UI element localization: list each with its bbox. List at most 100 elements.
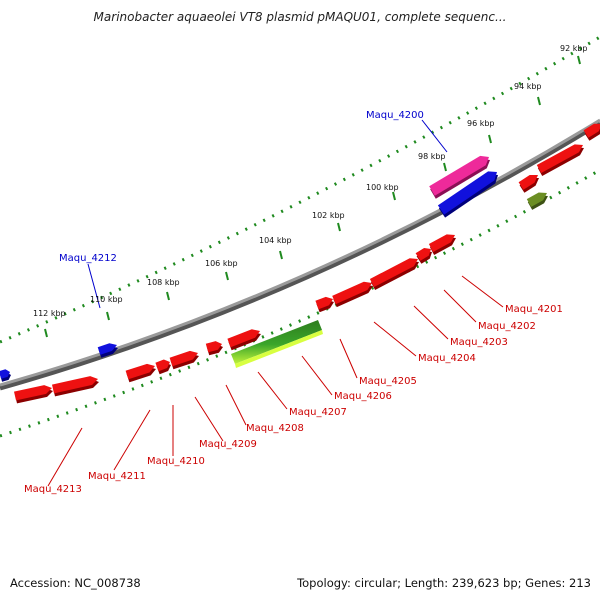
gene-maqu-4203[interactable] xyxy=(332,281,373,308)
backbone-line xyxy=(0,118,600,387)
gene-maqu-4201a[interactable] xyxy=(415,248,432,264)
callout-line xyxy=(257,371,288,410)
gene-right-2[interactable] xyxy=(536,144,584,176)
callout-maqu-4213[interactable]: Maqu_4213 xyxy=(24,427,83,495)
callout-maqu-4209[interactable]: Maqu_4209 xyxy=(194,396,257,450)
callout-label: Maqu_4201 xyxy=(505,304,563,315)
gene-body xyxy=(125,363,155,380)
ruler-tick xyxy=(225,271,229,281)
callout-label: Maqu_4212 xyxy=(59,253,117,264)
callout-maqu-4206[interactable]: Maqu_4206 xyxy=(301,355,392,402)
gene-maqu-4206[interactable] xyxy=(227,329,261,351)
callout-label: Maqu_4208 xyxy=(246,423,304,434)
ruler-tick xyxy=(577,55,581,65)
gene-maqu-4208[interactable] xyxy=(169,350,199,370)
callout-line xyxy=(194,396,224,442)
callout-maqu-4203[interactable]: Maqu_4203 xyxy=(413,305,508,348)
ruler-label: 92 kbp xyxy=(560,44,588,53)
gene-body xyxy=(52,376,98,394)
ruler-tick xyxy=(279,250,283,260)
callout-label: Maqu_4203 xyxy=(450,337,508,348)
callout-maqu-4201[interactable]: Maqu_4201 xyxy=(461,275,563,315)
gene-body xyxy=(518,175,538,190)
gene-blue-large[interactable] xyxy=(437,171,498,218)
gene-body xyxy=(332,281,372,305)
gene-body xyxy=(205,341,222,353)
gene-body xyxy=(97,343,117,355)
gene-body xyxy=(437,171,497,215)
gene-body xyxy=(231,320,322,364)
topology-summary: Topology: circular; Length: 239,623 bp; … xyxy=(297,576,591,590)
gene-highlight xyxy=(235,330,323,368)
ruler-label: 106 kbp xyxy=(205,259,238,268)
outer-dotted-arc xyxy=(0,35,600,344)
callout-line xyxy=(443,289,477,323)
ruler-tick xyxy=(488,134,492,144)
callout-line xyxy=(461,275,504,308)
ruler-label: 112 kbp xyxy=(33,309,66,318)
backbone-shadow xyxy=(0,120,600,391)
ruler-tick xyxy=(106,311,110,321)
callout-label: Maqu_4211 xyxy=(88,471,146,482)
callout-label: Maqu_4207 xyxy=(289,407,347,418)
callout-maqu-4200[interactable]: Maqu_4200 xyxy=(366,110,448,153)
gene-body xyxy=(369,258,418,287)
gene-maqu-4207[interactable] xyxy=(205,341,223,356)
callout-maqu-4204[interactable]: Maqu_4204 xyxy=(373,321,476,364)
ruler-label: 108 kbp xyxy=(147,278,180,287)
callout-label: Maqu_4210 xyxy=(147,456,205,467)
callout-maqu-4208[interactable]: Maqu_4208 xyxy=(225,384,304,434)
callout-line xyxy=(301,355,333,396)
gene-right-1[interactable] xyxy=(518,175,539,193)
map-title: Marinobacter aquaeolei VT8 plasmid pMAQU… xyxy=(93,10,507,24)
gene-maqu-4202[interactable] xyxy=(369,258,419,290)
gene-body xyxy=(526,192,547,207)
gene-maqu-4201[interactable] xyxy=(428,234,456,255)
callout-maqu-4210[interactable]: Maqu_4210 xyxy=(147,405,205,467)
ruler-tick xyxy=(392,191,396,201)
ruler-label: 94 kbp xyxy=(514,82,542,91)
callout-maqu-4211[interactable]: Maqu_4211 xyxy=(88,409,151,482)
gene-body xyxy=(415,248,431,261)
gene-callouts: Maqu_4200 Maqu_4212 Maqu_4201 Maqu_4202 Maqu… xyxy=(24,110,563,495)
gene-features xyxy=(0,123,600,404)
ruler-tick xyxy=(166,291,170,301)
gene-right-3[interactable] xyxy=(583,123,600,141)
gene-body xyxy=(315,296,333,310)
gene-body xyxy=(583,123,600,138)
callout-maqu-4212[interactable]: Maqu_4212 xyxy=(59,253,117,309)
gene-maqu-4200[interactable] xyxy=(429,155,490,199)
accession-text: Accession: NC_008738 xyxy=(10,576,141,590)
gene-blue-edge[interactable] xyxy=(0,369,11,382)
gene-maqu-4209[interactable] xyxy=(155,359,171,375)
gene-body xyxy=(429,155,489,196)
callout-maqu-4205[interactable]: Maqu_4205 xyxy=(339,338,417,387)
outer-tick-ring xyxy=(0,35,600,344)
callout-line xyxy=(47,427,83,487)
gene-olive[interactable] xyxy=(526,192,548,210)
gene-body xyxy=(428,234,455,252)
gene-maqu-4212[interactable] xyxy=(97,343,118,358)
gene-body xyxy=(227,329,260,348)
plasmid-backbone xyxy=(0,118,600,391)
gene-maqu-4211[interactable] xyxy=(52,376,99,397)
callout-line xyxy=(113,409,151,471)
gene-maqu-4213[interactable] xyxy=(14,385,53,404)
gene-maqu-4205[interactable] xyxy=(231,320,323,368)
callout-maqu-4202[interactable]: Maqu_4202 xyxy=(443,289,536,332)
callout-label: Maqu_4206 xyxy=(334,391,392,402)
ruler-label: 100 kbp xyxy=(366,183,399,192)
ruler-tick xyxy=(44,328,48,338)
ruler-tick xyxy=(337,222,341,232)
gene-maqu-4204[interactable] xyxy=(315,296,334,313)
gene-maqu-4210[interactable] xyxy=(125,363,156,383)
callout-line xyxy=(373,321,417,357)
callout-maqu-4207[interactable]: Maqu_4207 xyxy=(257,371,347,418)
ruler-label: 104 kbp xyxy=(259,236,292,245)
callout-line xyxy=(87,263,101,309)
gene-body xyxy=(155,359,170,372)
callout-label: Maqu_4200 xyxy=(366,110,424,121)
ruler-tick xyxy=(537,96,541,106)
